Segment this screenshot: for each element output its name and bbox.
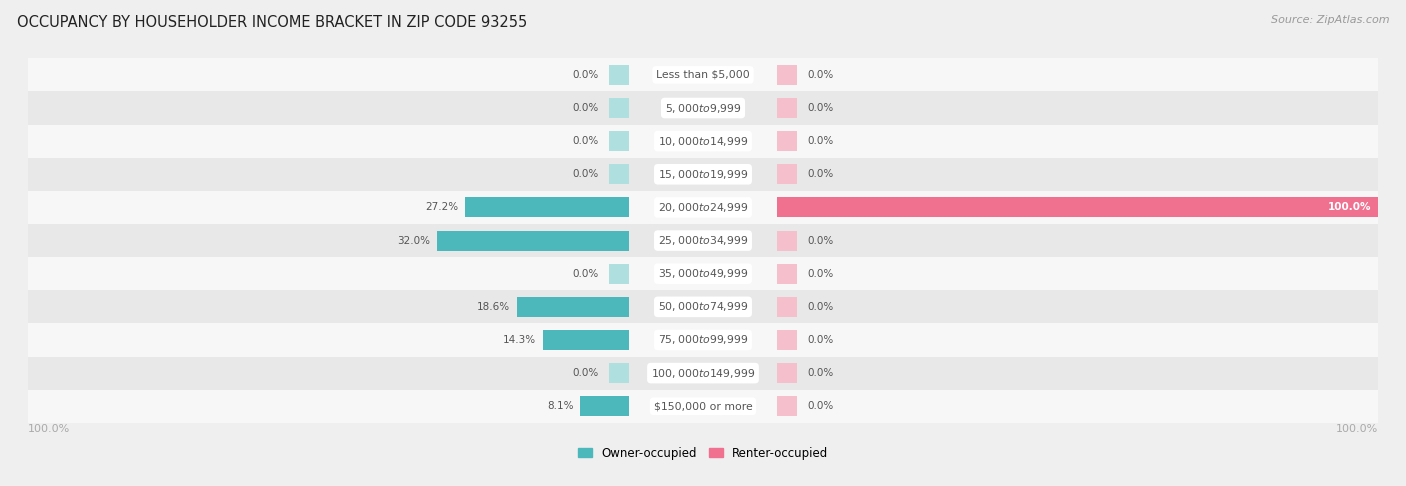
Text: 0.0%: 0.0% [572, 70, 599, 80]
Text: OCCUPANCY BY HOUSEHOLDER INCOME BRACKET IN ZIP CODE 93255: OCCUPANCY BY HOUSEHOLDER INCOME BRACKET … [17, 15, 527, 30]
Bar [778, 65, 797, 85]
Text: $75,000 to $99,999: $75,000 to $99,999 [658, 333, 748, 347]
Bar [778, 131, 797, 151]
Bar [517, 297, 628, 317]
Text: 0.0%: 0.0% [807, 269, 834, 278]
Text: 8.1%: 8.1% [547, 401, 574, 411]
Bar [778, 396, 797, 416]
Bar [28, 357, 1378, 390]
Bar [28, 290, 1378, 323]
Text: Source: ZipAtlas.com: Source: ZipAtlas.com [1271, 15, 1389, 25]
Bar [28, 257, 1378, 290]
Bar [609, 131, 628, 151]
Bar [581, 396, 628, 416]
Text: 100.0%: 100.0% [28, 424, 70, 434]
Bar [28, 323, 1378, 357]
Text: 100.0%: 100.0% [1336, 424, 1378, 434]
Bar [436, 231, 628, 250]
Text: 18.6%: 18.6% [477, 302, 510, 312]
Text: 0.0%: 0.0% [807, 302, 834, 312]
Text: $25,000 to $34,999: $25,000 to $34,999 [658, 234, 748, 247]
Bar [543, 330, 628, 350]
Text: 100.0%: 100.0% [1327, 203, 1371, 212]
Bar [778, 264, 797, 284]
Bar [28, 124, 1378, 158]
Bar [28, 191, 1378, 224]
Bar [28, 58, 1378, 91]
Bar [609, 363, 628, 383]
Bar [28, 224, 1378, 257]
Text: 0.0%: 0.0% [807, 70, 834, 80]
Text: 0.0%: 0.0% [807, 136, 834, 146]
Text: 0.0%: 0.0% [572, 103, 599, 113]
Bar [28, 390, 1378, 423]
Text: $15,000 to $19,999: $15,000 to $19,999 [658, 168, 748, 181]
Text: $5,000 to $9,999: $5,000 to $9,999 [665, 102, 741, 115]
Text: 0.0%: 0.0% [572, 136, 599, 146]
Text: Less than $5,000: Less than $5,000 [657, 70, 749, 80]
Text: 0.0%: 0.0% [807, 401, 834, 411]
Text: $50,000 to $74,999: $50,000 to $74,999 [658, 300, 748, 313]
Bar [609, 65, 628, 85]
Text: 14.3%: 14.3% [503, 335, 536, 345]
Bar [609, 164, 628, 184]
Bar [778, 197, 1378, 217]
Text: 32.0%: 32.0% [396, 236, 430, 245]
Bar [28, 91, 1378, 124]
Text: $35,000 to $49,999: $35,000 to $49,999 [658, 267, 748, 280]
Text: $100,000 to $149,999: $100,000 to $149,999 [651, 366, 755, 380]
Text: 0.0%: 0.0% [572, 368, 599, 378]
Bar [778, 330, 797, 350]
Text: $150,000 or more: $150,000 or more [654, 401, 752, 411]
Bar [778, 231, 797, 250]
Text: 27.2%: 27.2% [426, 203, 458, 212]
Bar [778, 98, 797, 118]
Text: 0.0%: 0.0% [572, 269, 599, 278]
Text: $20,000 to $24,999: $20,000 to $24,999 [658, 201, 748, 214]
Bar [778, 297, 797, 317]
Text: 0.0%: 0.0% [807, 368, 834, 378]
Bar [778, 363, 797, 383]
Bar [28, 158, 1378, 191]
Bar [609, 98, 628, 118]
Bar [778, 164, 797, 184]
Text: 0.0%: 0.0% [807, 335, 834, 345]
Text: 0.0%: 0.0% [807, 103, 834, 113]
Bar [609, 264, 628, 284]
Text: 0.0%: 0.0% [807, 236, 834, 245]
Text: $10,000 to $14,999: $10,000 to $14,999 [658, 135, 748, 148]
Text: 0.0%: 0.0% [572, 169, 599, 179]
Legend: Owner-occupied, Renter-occupied: Owner-occupied, Renter-occupied [572, 442, 834, 464]
Text: 0.0%: 0.0% [807, 169, 834, 179]
Bar [465, 197, 628, 217]
